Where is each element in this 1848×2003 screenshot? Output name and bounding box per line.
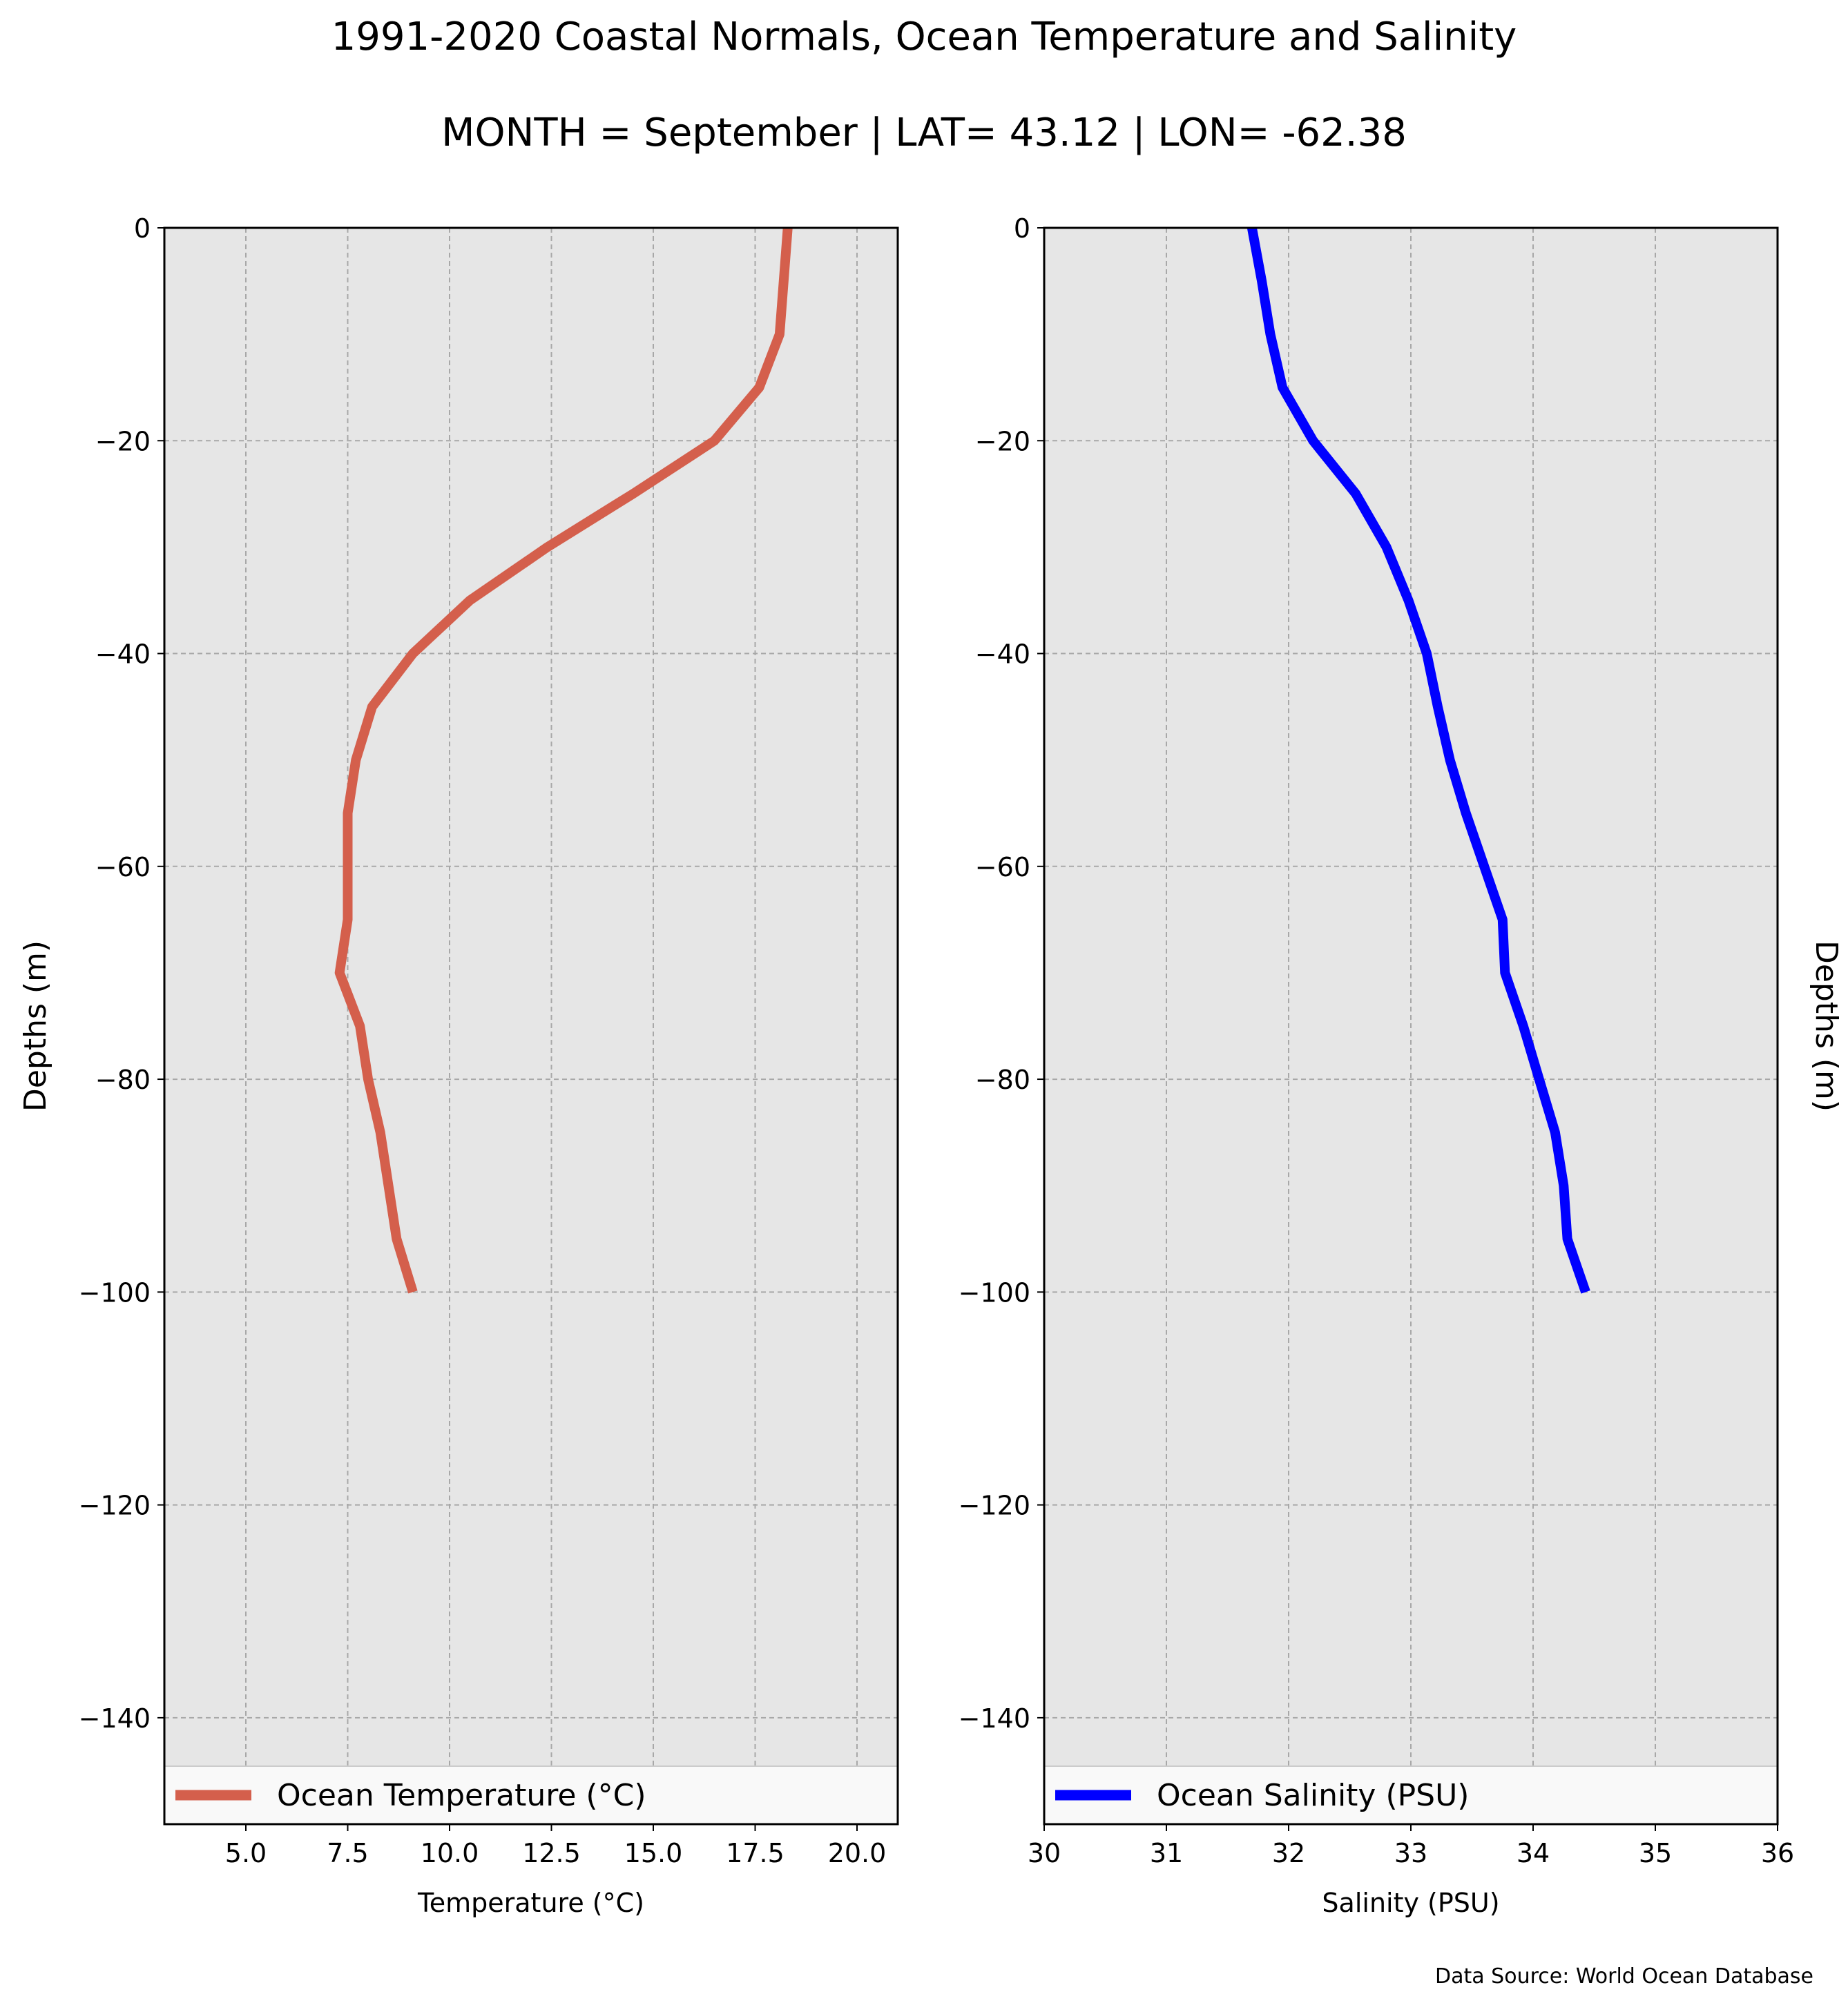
temperature-x-tick-label: 5.0 [225, 1838, 267, 1868]
salinity-y-axis-label: Depths (m) [1809, 940, 1844, 1112]
temperature-x-tick-label: 15.0 [624, 1838, 683, 1868]
temperature-series-line [334, 227, 793, 1294]
temperature-series-layer [334, 227, 793, 1294]
salinity-x-tick-label: 34 [1517, 1838, 1550, 1868]
temperature-x-tick-label: 7.5 [327, 1838, 368, 1868]
temperature-y-tick-label: −60 [95, 852, 151, 882]
temperature-y-tick-label: −120 [79, 1491, 151, 1521]
salinity-legend: Ocean Salinity (PSU) [1043, 1765, 1778, 1825]
temperature-x-tick-label: 20.0 [828, 1838, 887, 1868]
salinity-x-tick-label: 35 [1639, 1838, 1672, 1868]
temperature-x-axis-label: Temperature (°C) [417, 1888, 644, 1918]
temperature-y-axis-label: Depths (m) [18, 940, 53, 1112]
data-source-note: Data Source: World Ocean Database [1435, 1964, 1813, 1989]
temperature-y-tick-label: −80 [95, 1065, 151, 1095]
salinity-legend-label: Ocean Salinity (PSU) [1157, 1778, 1469, 1813]
figure-title: 1991-2020 Coastal Normals, Ocean Tempera… [331, 14, 1517, 59]
salinity-x-tick-label: 33 [1394, 1838, 1427, 1868]
temperature-legend: Ocean Temperature (°C) [164, 1765, 898, 1825]
temperature-x-tick-label: 10.0 [421, 1838, 479, 1868]
salinity-y-tick-label: −20 [975, 426, 1030, 456]
temperature-y-tick-label: 0 [134, 213, 151, 244]
salinity-y-tick-label: 0 [1014, 213, 1030, 244]
salinity-y-tick-label: −100 [959, 1277, 1030, 1308]
salinity-series-layer [1247, 226, 1590, 1294]
salinity-x-tick-label: 31 [1150, 1838, 1183, 1868]
salinity-ticks: 30 31 32 33 34 35 36 0 −20 −40 −60 −80 −100 −120 −140 [959, 213, 1795, 1868]
temperature-axes-frame [163, 226, 899, 1826]
temperature-plot-area [164, 228, 898, 1824]
salinity-series-line [1247, 226, 1590, 1294]
temperature-legend-label: Ocean Temperature (°C) [277, 1778, 646, 1813]
temperature-panel: Ocean Temperature (°C) 5.0 7.5 10.0 12.5 15.… [18, 213, 899, 1918]
figure-subtitle: MONTH = September | LAT= 43.12 | LON= -6… [441, 110, 1407, 155]
salinity-y-tick-label: −80 [975, 1065, 1030, 1095]
temperature-ticks: 5.0 7.5 10.0 12.5 15.0 17.5 20.0 0 −20 −40 −60 −80 −… [79, 213, 887, 1868]
salinity-x-axis-label: Salinity (PSU) [1322, 1888, 1499, 1918]
salinity-x-tick-label: 30 [1028, 1838, 1061, 1868]
salinity-y-tick-label: −120 [959, 1491, 1030, 1521]
temperature-y-tick-label: −20 [95, 426, 151, 456]
salinity-x-tick-label: 32 [1272, 1838, 1305, 1868]
temperature-x-tick-label: 12.5 [522, 1838, 581, 1868]
salinity-x-tick-label: 36 [1761, 1838, 1794, 1868]
salinity-panel: Ocean Salinity (PSU) 30 31 32 33 34 35 36 0 −20 −… [959, 213, 1844, 1918]
temperature-y-tick-label: −100 [79, 1277, 151, 1308]
temperature-y-tick-label: −40 [95, 639, 151, 670]
temperature-x-tick-label: 17.5 [726, 1838, 785, 1868]
temperature-y-tick-label: −140 [79, 1703, 151, 1734]
salinity-y-tick-label: −40 [975, 639, 1030, 670]
salinity-y-tick-label: −140 [959, 1703, 1030, 1734]
salinity-y-tick-label: −60 [975, 852, 1030, 882]
